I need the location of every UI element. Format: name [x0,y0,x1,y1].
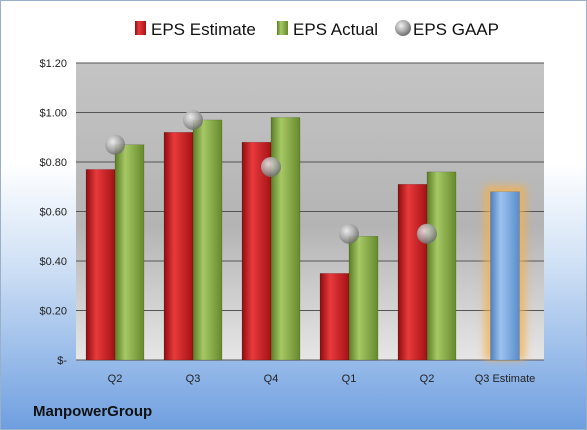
x-axis: Q2 Q3 Q4 Q1 Q2 Q3 Estimate [108,373,536,385]
bar-eps-estimate [163,132,194,361]
y-tick-label: $0.60 [39,207,67,219]
legend-label: EPS GAAP [413,20,499,39]
legend-label: EPS Actual [293,20,378,39]
bar-eps-actual [426,171,457,361]
legend-label: EPS Estimate [151,20,256,39]
marker-eps-gaap [105,134,125,155]
x-tick-label: Q3 Estimate [475,373,536,385]
marker-eps-gaap [417,223,437,244]
marker-eps-gaap [339,223,359,244]
bar-eps-estimate [85,169,116,361]
bar-eps-estimate [397,184,428,361]
x-tick-label: Q2 [108,373,123,385]
legend-swatch [277,21,288,35]
x-tick-label: Q3 [186,373,201,385]
y-tick-label: $1.00 [39,108,67,120]
chart-legend: EPS Estimate EPS Actual EPS GAAP [135,20,499,39]
y-axis: $- $0.20 $0.40 $0.60 $0.80 $1.00 $1.20 [39,58,67,367]
x-tick-label: Q4 [264,373,279,385]
x-tick-label: Q1 [342,373,357,385]
bar-eps-actual [192,119,223,361]
y-tick-label: $0.20 [39,306,67,318]
bar-eps-actual [270,117,301,361]
x-tick-label: Q2 [420,373,435,385]
bar-eps-actual [114,144,145,361]
gridlines [76,62,544,361]
bar-eps-estimate [241,141,272,361]
y-tick-label: $0.80 [39,157,67,169]
bar-q3-estimate [490,191,520,361]
y-tick-label: $1.20 [39,58,67,70]
gaap-markers [105,109,437,244]
bars [85,117,520,361]
brand-label: ManpowerGroup [33,403,153,420]
legend-swatch [395,20,411,36]
bar-eps-actual [348,236,379,361]
marker-eps-gaap [183,109,203,130]
y-tick-label: $0.40 [39,256,67,268]
y-tick-label: $- [57,355,67,367]
marker-eps-gaap [261,156,281,177]
legend-swatch [135,21,146,35]
bar-eps-estimate [319,273,350,361]
